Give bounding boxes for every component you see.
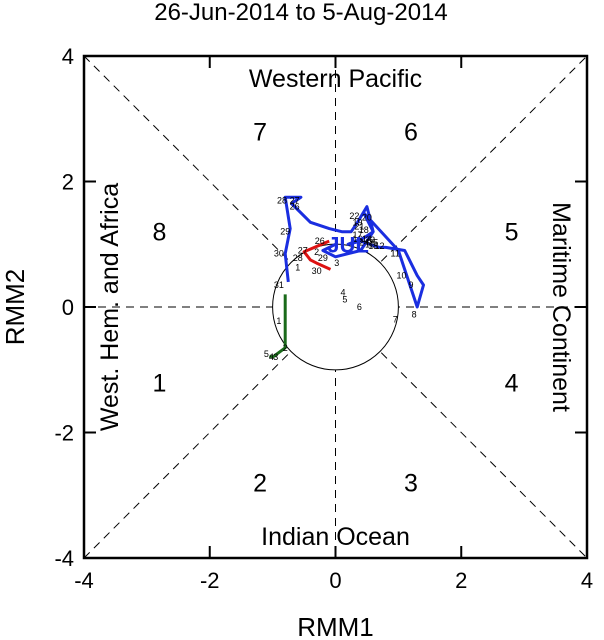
day-label: 30 — [274, 249, 284, 259]
y-tick-label: 2 — [62, 170, 74, 195]
day-label: 25 — [368, 237, 378, 247]
day-label: 28 — [293, 253, 303, 263]
y-tick-label: -2 — [54, 421, 74, 446]
month-label: JUL — [327, 232, 369, 257]
day-label: 3 — [273, 352, 278, 362]
x-tick-label: -4 — [74, 568, 94, 593]
day-label: 18 — [359, 225, 369, 235]
day-label: 28 — [277, 195, 287, 205]
day-label: 3 — [334, 258, 339, 268]
y-tick-label: -4 — [54, 546, 74, 571]
region-label-west-hem-africa: West. Hem. and Africa — [96, 183, 124, 431]
region-label-western-pacific: Western Pacific — [249, 65, 422, 93]
day-label: 5 — [342, 294, 347, 304]
day-label: 1 — [295, 262, 300, 272]
day-label: 1 — [276, 316, 281, 326]
day-label: 12 — [375, 241, 385, 251]
y-tick-label: 0 — [62, 295, 74, 320]
day-label: 4 — [341, 288, 346, 298]
day-label: 22 — [349, 211, 359, 221]
day-label: 26 — [290, 202, 300, 212]
y-axis-title: RMM2 — [0, 269, 30, 346]
x-tick-label: -2 — [200, 568, 220, 593]
day-label: 11 — [391, 249, 400, 259]
phase-label: 3 — [404, 470, 418, 498]
day-label: 27 — [290, 195, 300, 205]
day-label: 15 — [365, 239, 375, 249]
day-label: 4 — [269, 352, 274, 362]
region-label-maritime-continent: Maritime Continent — [547, 202, 575, 412]
x-axis-title: RMM1 — [297, 612, 374, 640]
phase-label: 7 — [253, 118, 267, 146]
day-label: 17 — [352, 230, 362, 240]
day-label: 6 — [357, 302, 362, 312]
phase-label: 6 — [404, 118, 418, 146]
month-labels: JUL — [327, 232, 369, 257]
x-tick-label: 2 — [455, 568, 467, 593]
day-label: 2 — [283, 343, 288, 353]
day-label: 20 — [362, 212, 372, 222]
phase-label: 5 — [505, 219, 519, 247]
unit-circle — [272, 243, 399, 371]
day-label: 16 — [352, 234, 362, 244]
day-label: 23 — [365, 235, 375, 245]
phase-label: 4 — [505, 369, 519, 397]
phase-label: 1 — [152, 369, 166, 397]
day-label: 31 — [274, 280, 284, 290]
day-label: 14 — [362, 234, 372, 244]
series-lines — [268, 195, 425, 359]
day-label: 13 — [368, 241, 378, 251]
y-tick-label: 4 — [62, 44, 74, 69]
chart-title: 26-Jun-2014 to 5-Aug-2014 — [154, 0, 448, 26]
day-label: 7 — [393, 315, 398, 325]
series-line-june — [302, 239, 332, 271]
day-label: 10 — [397, 271, 407, 281]
day-label: 5 — [264, 349, 269, 359]
day-label: 21 — [354, 222, 364, 232]
phase-label: 8 — [152, 219, 166, 247]
day-label: 29 — [280, 227, 290, 237]
day-label: 29 — [318, 253, 328, 263]
phase-label: 2 — [253, 470, 267, 498]
series-line-august — [268, 294, 287, 359]
day-label: 30 — [312, 266, 322, 276]
day-label: 26 — [315, 236, 325, 246]
series-line-july — [283, 195, 425, 309]
x-tick-label: 4 — [581, 568, 593, 593]
day-label: 8 — [412, 310, 417, 320]
day-label: 19 — [352, 217, 362, 227]
day-label: 9 — [408, 280, 413, 290]
x-tick-label: 0 — [329, 568, 341, 593]
day-label: 24 — [359, 237, 369, 247]
day-label: 27 — [298, 246, 308, 256]
day-label: 2 — [314, 247, 319, 257]
